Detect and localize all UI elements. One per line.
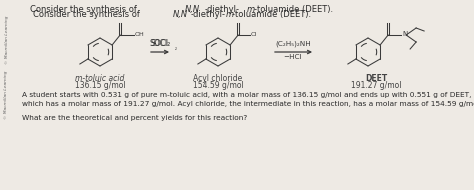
Text: © Macmillan Learning: © Macmillan Learning (4, 71, 8, 119)
Text: (C₂H₅)₂NH: (C₂H₅)₂NH (275, 40, 311, 47)
Text: -toluamide (DEET).: -toluamide (DEET). (232, 10, 311, 19)
Text: Acyl chloride: Acyl chloride (193, 74, 243, 83)
Text: N,N: N,N (173, 10, 188, 19)
Text: What are the theoretical and percent yields for this reaction?: What are the theoretical and percent yie… (22, 115, 247, 121)
Text: m: m (247, 5, 255, 14)
Text: N,N: N,N (185, 5, 200, 14)
Text: SOCl₂: SOCl₂ (149, 39, 171, 48)
Text: 154.59 g/mol: 154.59 g/mol (192, 81, 243, 90)
Text: OH: OH (135, 32, 145, 36)
Text: −HCl: −HCl (283, 54, 302, 60)
Text: Consider the synthesis of: Consider the synthesis of (30, 5, 139, 14)
Text: Consider the synthesis of: Consider the synthesis of (33, 10, 143, 19)
Text: ₂: ₂ (175, 47, 177, 51)
Text: N: N (402, 31, 407, 37)
Text: -diethyl-: -diethyl- (191, 10, 226, 19)
Text: DEET: DEET (365, 74, 387, 83)
Text: -diethyl-: -diethyl- (205, 5, 240, 14)
Text: -toluamide (DEET).: -toluamide (DEET). (254, 5, 333, 14)
Text: m-toluic acid: m-toluic acid (75, 74, 125, 83)
Text: A student starts with 0.531 g of pure m-toluic acid, with a molar mass of 136.15: A student starts with 0.531 g of pure m-… (22, 92, 471, 98)
Text: which has a molar mass of 191.27 g/mol. Acyl chloride, the intermediate in this : which has a molar mass of 191.27 g/mol. … (22, 101, 474, 107)
Text: © Macmillan Learning: © Macmillan Learning (5, 16, 9, 64)
Text: SOCl: SOCl (151, 39, 169, 48)
Text: 136.15 g/mol: 136.15 g/mol (75, 81, 125, 90)
Text: Cl: Cl (251, 32, 257, 36)
Text: m: m (226, 10, 234, 19)
Text: 191.27 g/mol: 191.27 g/mol (351, 81, 401, 90)
